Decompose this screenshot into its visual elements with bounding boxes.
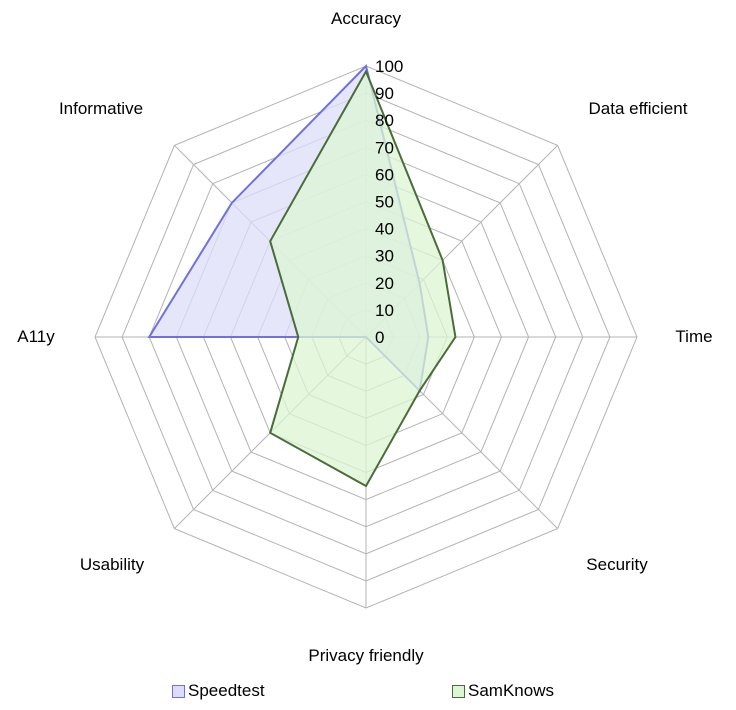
axis-labels: Accuracy Data efficient Time Security Privac… <box>17 9 712 665</box>
svg-text:70: 70 <box>375 138 394 157</box>
legend-swatch-samknows <box>452 684 465 698</box>
axis-label-accuracy: Accuracy <box>331 9 401 28</box>
radar-series <box>147 64 457 488</box>
svg-text:30: 30 <box>375 247 394 266</box>
axis-label-data-efficient: Data efficient <box>589 99 688 118</box>
series-samknows <box>269 69 457 488</box>
svg-text:90: 90 <box>375 84 394 103</box>
legend-label-speedtest: Speedtest <box>188 681 265 700</box>
svg-text:20: 20 <box>375 274 394 293</box>
axis-label-informative: Informative <box>59 99 143 118</box>
svg-text:0: 0 <box>375 328 384 347</box>
radial-tick-labels: 0 10 20 30 40 50 60 70 80 90 100 <box>375 57 403 347</box>
legend-swatch-speedtest <box>172 684 185 698</box>
axis-label-security: Security <box>586 555 648 574</box>
svg-text:80: 80 <box>375 111 394 130</box>
svg-text:10: 10 <box>375 301 394 320</box>
legend-item-samknows: SamKnows <box>452 681 554 701</box>
axis-label-a11y: A11y <box>17 327 55 346</box>
legend-label-samknows: SamKnows <box>468 681 554 700</box>
svg-text:100: 100 <box>375 57 403 76</box>
axis-label-usability: Usability <box>80 555 145 574</box>
legend-item-speedtest: Speedtest <box>172 681 265 701</box>
svg-text:40: 40 <box>375 220 394 239</box>
axis-label-privacy-friendly: Privacy friendly <box>308 646 424 665</box>
svg-text:50: 50 <box>375 193 394 212</box>
axis-label-time: Time <box>675 327 712 346</box>
svg-text:60: 60 <box>375 165 394 184</box>
